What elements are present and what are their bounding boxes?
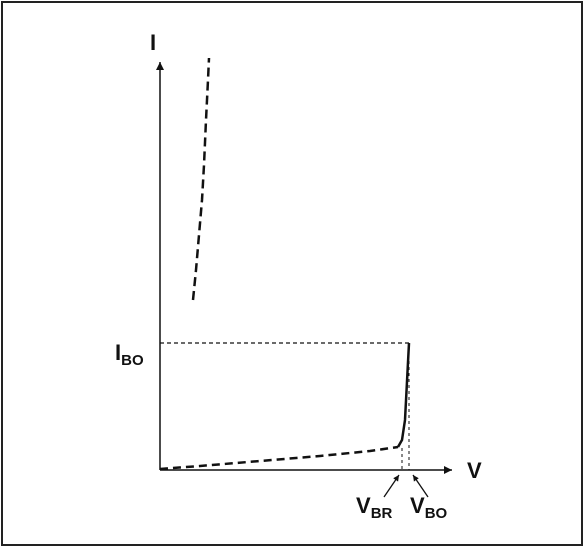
off-state-curve bbox=[159, 445, 399, 471]
vbo-label: VBO bbox=[410, 493, 448, 522]
vbo-pointer-arrow bbox=[412, 474, 429, 498]
breakdown-curve bbox=[396, 342, 411, 448]
on-state-curve bbox=[191, 57, 211, 301]
x-axis-label: V bbox=[467, 458, 482, 483]
vbr-pointer-arrow bbox=[383, 474, 400, 498]
vbr-label: VBR bbox=[356, 493, 393, 522]
ibo-label: IBO bbox=[115, 340, 144, 369]
y-axis-label: I bbox=[150, 30, 156, 55]
